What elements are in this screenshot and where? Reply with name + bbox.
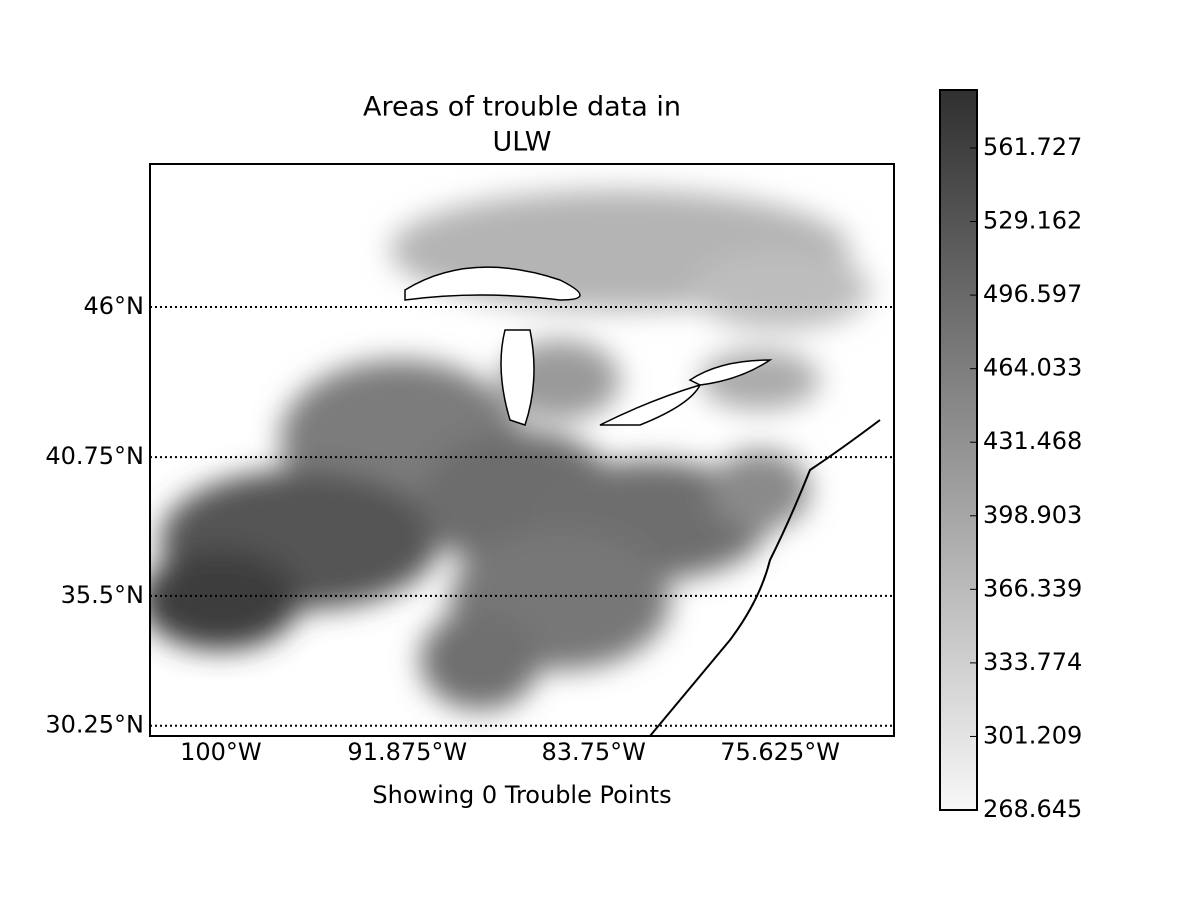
lon-label: 100°W <box>180 738 262 766</box>
colorbar-label: 464.033 <box>983 354 1082 382</box>
lat-label: 46°N <box>84 292 145 320</box>
colorbar-label: 366.339 <box>983 574 1082 602</box>
map-frame <box>149 163 895 737</box>
title-line: Areas of trouble data in <box>363 92 681 123</box>
lon-label: 91.875°W <box>347 738 467 766</box>
x-label: Showing 0 Trouble Points <box>372 781 671 809</box>
title-line: ULW <box>492 127 551 158</box>
lat-label: 35.5°N <box>61 581 144 609</box>
colorbar-label: 431.468 <box>983 427 1082 455</box>
lat-label: 30.25°N <box>45 711 144 739</box>
colorbar-label: 301.209 <box>983 721 1082 749</box>
lon-label: 75.625°W <box>720 738 840 766</box>
map-shading <box>150 190 881 736</box>
lon-label: 83.75°W <box>541 738 645 766</box>
colorbar <box>939 89 978 811</box>
colorbar-label: 529.162 <box>983 207 1082 235</box>
colorbar-label: 333.774 <box>983 648 1082 676</box>
lat-label: 40.75°N <box>45 442 144 470</box>
colorbar-label: 561.727 <box>983 133 1082 161</box>
colorbar-label: 496.597 <box>983 280 1082 308</box>
colorbar-label: 398.903 <box>983 501 1082 529</box>
colorbar-label: 268.645 <box>983 795 1082 823</box>
